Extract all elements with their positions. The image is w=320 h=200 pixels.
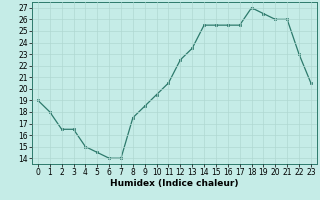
X-axis label: Humidex (Indice chaleur): Humidex (Indice chaleur) <box>110 179 239 188</box>
